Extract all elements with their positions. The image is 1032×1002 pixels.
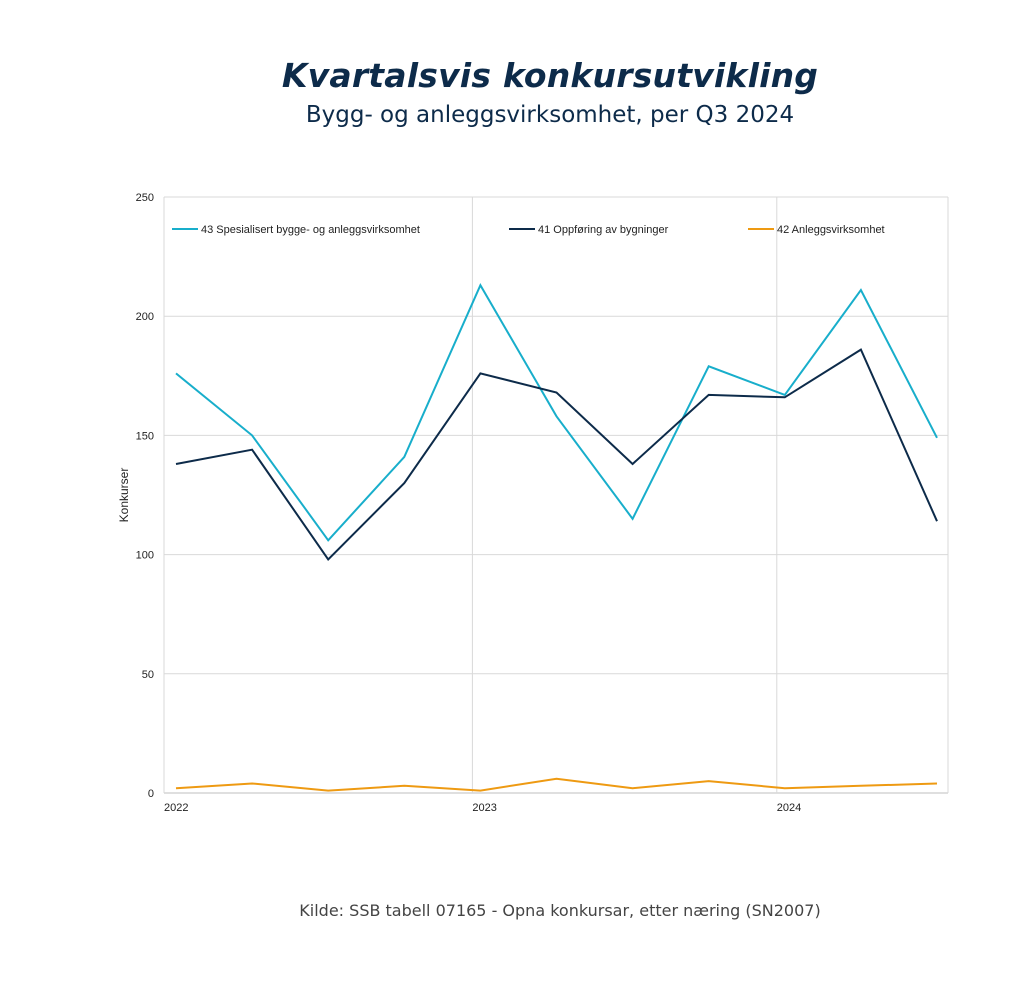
y-tick-label: 50 xyxy=(142,669,154,681)
series-line-1 xyxy=(175,283,938,542)
y-tick-label: 150 xyxy=(136,430,154,442)
series-layer xyxy=(175,283,938,792)
chart-subtitle: Bygg- og anleggsvirksomhet, per Q3 2024 xyxy=(305,102,795,128)
grid-layer xyxy=(163,196,949,794)
y-tick-label: 200 xyxy=(136,311,154,323)
y-axis-label: Konkurser xyxy=(117,468,131,523)
series-line-2 xyxy=(175,348,938,561)
y-tick-label: 0 xyxy=(148,788,154,800)
y-tick-label: 100 xyxy=(136,550,154,562)
legend-label: 43 Spesialisert bygge- og anleggsvirksom… xyxy=(201,224,420,236)
legend-label: 42 Anleggsvirksomhet xyxy=(777,224,885,236)
y-tick-label: 250 xyxy=(136,192,154,204)
x-tick-label: 2022 xyxy=(164,802,188,814)
legend: 43 Spesialisert bygge- og anleggsvirksom… xyxy=(172,224,885,236)
chart-title: Kvartalsvis konkursutvikling xyxy=(281,56,819,95)
legend-label: 41 Oppføring av bygninger xyxy=(538,224,669,236)
x-tick-label: 2024 xyxy=(777,802,801,814)
axis-layer: 0 50 100 150 200 250 2022 2023 2024 xyxy=(136,192,802,814)
x-tick-label: 2023 xyxy=(472,802,496,814)
series-line-3 xyxy=(175,777,938,792)
source-note: Kilde: SSB tabell 07165 - Opna konkursar… xyxy=(299,901,821,920)
